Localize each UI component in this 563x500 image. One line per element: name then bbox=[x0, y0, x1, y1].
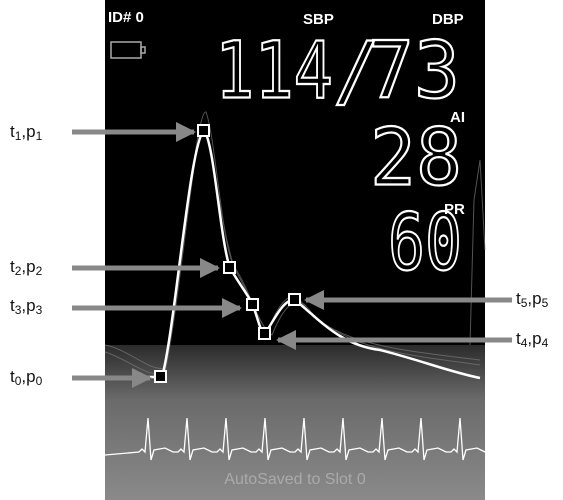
annotation-label: t5,p5 bbox=[516, 289, 549, 310]
status-message: AutoSaved to Slot 0 bbox=[224, 471, 366, 488]
annotation-label: t3,p3 bbox=[10, 296, 43, 317]
annotation-label: t0,p0 bbox=[10, 367, 43, 388]
annotation-label: t4,p4 bbox=[516, 329, 549, 350]
annotation-label: t1,p1 bbox=[10, 122, 43, 143]
figure: ID# 0 SBP DBP 114 / 73 AI 28 PR 60 AutoS… bbox=[0, 0, 563, 500]
annotation-label: t2,p2 bbox=[10, 257, 43, 278]
device-id: ID# 0 bbox=[108, 9, 144, 26]
dbp-label: DBP bbox=[432, 11, 464, 28]
sbp-value: 114 bbox=[215, 26, 333, 116]
ai-value: 28 bbox=[370, 113, 462, 203]
sbp-label: SBP bbox=[303, 11, 334, 28]
dbp-value: 73 bbox=[368, 26, 460, 116]
pr-value: 60 bbox=[388, 198, 462, 288]
